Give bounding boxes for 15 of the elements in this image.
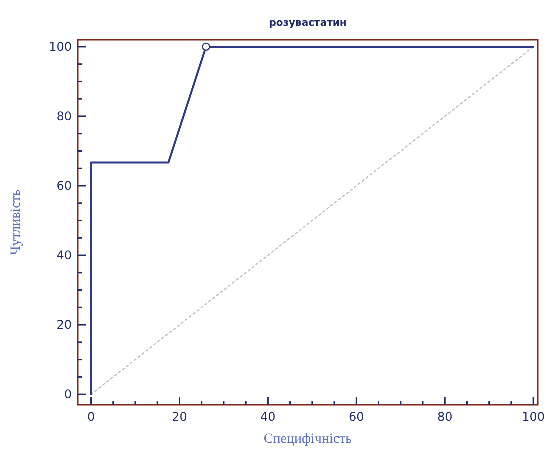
y-tick-label: 60	[56, 179, 72, 193]
x-tick-label: 100	[522, 410, 546, 424]
x-tick-label: 40	[260, 410, 276, 424]
y-tick-label: 100	[49, 40, 72, 54]
x-tick-label: 60	[349, 410, 364, 424]
y-tick-label: 0	[64, 388, 72, 402]
x-tick-label: 20	[172, 410, 188, 424]
y-tick-label: 20	[56, 318, 72, 332]
y-axis-title: Чутливість	[9, 190, 24, 256]
x-axis-title: Специфічність	[264, 432, 352, 447]
x-tick-label: 0	[87, 410, 96, 424]
y-tick-label: 40	[56, 248, 72, 263]
x-tick-label: 80	[437, 410, 453, 424]
y-tick-label: 80	[56, 109, 72, 124]
chart-title: розувастатин	[269, 18, 347, 29]
